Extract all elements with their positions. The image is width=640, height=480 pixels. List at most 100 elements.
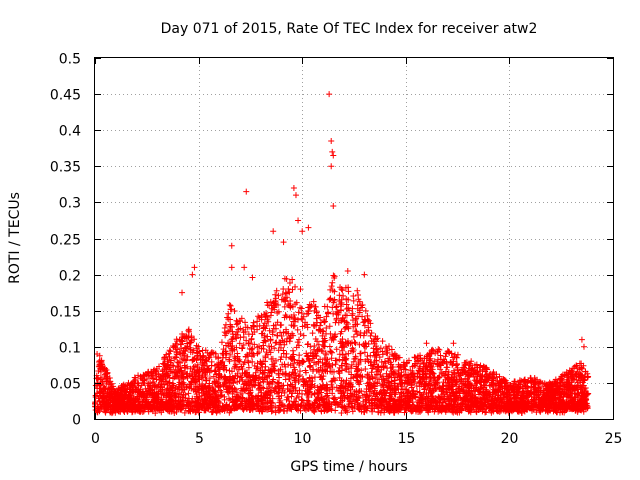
data-point [259,330,266,337]
data-point [311,307,318,314]
data-point [349,408,356,415]
data-point [178,374,185,381]
data-point [373,397,380,404]
data-point [368,384,375,391]
data-point [261,320,268,327]
data-point [434,379,441,386]
data-point [467,360,474,367]
data-point [458,383,465,390]
data-point [527,374,534,381]
data-point [311,390,318,397]
data-point [296,336,303,343]
data-point [354,367,361,374]
data-point [277,329,284,336]
data-point [400,361,407,368]
data-point [326,363,333,370]
data-point [584,405,591,412]
data-point [192,383,199,390]
data-point [359,301,366,308]
data-point [402,386,409,393]
data-point [185,326,192,333]
data-point [441,372,448,379]
data-point [350,358,357,365]
data-point [282,363,289,370]
data-point [417,360,424,367]
data-point [212,368,219,375]
data-point [278,392,285,399]
data-point [361,349,368,356]
data-point [342,324,349,331]
data-point [273,357,280,364]
data-point [166,347,173,354]
data-point [572,387,579,394]
data-point [150,378,157,385]
data-point [297,368,304,375]
data-point [256,322,263,329]
data-point [239,344,246,351]
data-point [310,298,317,305]
data-point [309,330,316,337]
data-point [510,380,517,387]
data-point [349,310,356,317]
data-point [352,316,359,323]
data-point [356,341,363,348]
data-point [282,376,289,383]
data-point [432,406,439,413]
data-point [345,403,352,410]
data-point [281,389,288,396]
data-point [297,304,304,311]
data-point [314,338,321,345]
data-point [275,405,282,412]
data-point [295,393,302,400]
data-point [190,356,197,363]
data-point [377,372,384,379]
data-point [442,353,449,360]
data-point [242,319,249,326]
data-point [239,394,246,401]
data-point [466,372,473,379]
data-point [249,345,256,352]
data-point [429,346,436,353]
data-point [158,391,165,398]
data-point [465,371,472,378]
data-point [227,302,234,309]
data-marks [92,91,592,417]
data-point [336,292,343,299]
data-point [379,381,386,388]
data-point [304,352,311,359]
data-point [233,335,240,342]
data-point [362,397,369,404]
data-point [465,365,472,372]
data-point [343,312,350,319]
data-point [323,330,330,337]
data-point [300,332,307,339]
data-point [362,307,369,314]
data-point [265,343,272,350]
data-point [254,344,261,351]
data-point [276,395,283,402]
data-point [388,346,395,353]
data-point [291,318,298,325]
data-point [271,345,278,352]
data-point [421,386,428,393]
data-point [331,275,338,282]
data-point [361,330,368,337]
data-point [320,338,327,345]
data-point [445,368,452,375]
data-point [163,394,170,401]
data-point [163,351,170,358]
data-point [225,328,232,335]
data-point [178,367,185,374]
data-point [92,392,99,399]
data-point [200,353,207,360]
data-point [318,385,325,392]
data-point [313,315,320,322]
data-point [349,383,356,390]
data-point [573,362,580,369]
data-point [313,367,320,374]
data-point [354,287,361,294]
data-point [394,396,401,403]
data-point [238,345,245,352]
data-point [259,376,266,383]
